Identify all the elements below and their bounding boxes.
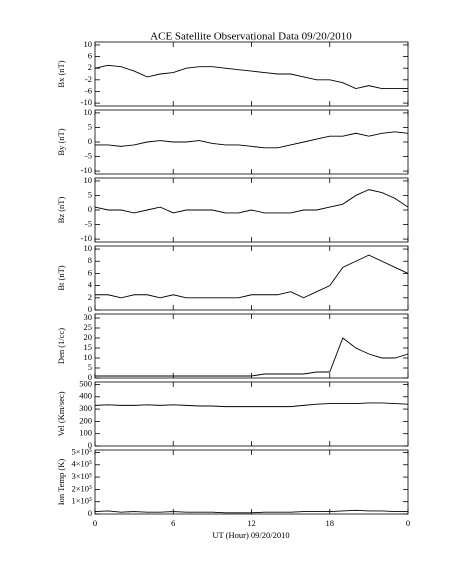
y-tick-label: 2×10⁵ (71, 483, 92, 493)
y-tick-label: 400 (79, 391, 92, 401)
y-tick-label: -6 (85, 85, 92, 95)
data-line (94, 189, 409, 214)
y-tick-label: 0 (88, 372, 92, 382)
y-tick-label: -10 (81, 233, 92, 243)
data-line (94, 402, 409, 408)
y-tick-label: 0 (88, 204, 92, 214)
panel-frame (94, 313, 409, 379)
y-tick-label: 2 (88, 62, 92, 72)
panel-frame (94, 41, 409, 107)
y-axis-label: Bz (nT) (56, 196, 66, 223)
data-line (95, 254, 409, 299)
y-tick-label: 200 (79, 415, 92, 425)
y-tick-label: 4 (88, 280, 93, 290)
y-tick-label: 30 (84, 312, 93, 322)
y-tick-label: 2 (88, 292, 92, 302)
y-tick-label: 10 (84, 39, 93, 49)
y-tick-label: 10 (84, 352, 93, 362)
y-tick-label: 500 (79, 378, 92, 388)
x-tick-label: 0 (93, 518, 97, 528)
y-tick-label: 100 (79, 428, 92, 438)
y-tick-label: 1×10⁵ (71, 496, 92, 506)
data-line (94, 509, 408, 514)
x-axis-label: UT (Hour) 09/20/2010 (212, 530, 289, 540)
y-tick-label: 6 (88, 267, 92, 277)
y-tick-label: 0 (88, 304, 92, 314)
y-tick-label: -5 (85, 218, 92, 228)
x-tick-label: 6 (171, 518, 175, 528)
y-tick-label: -10 (81, 165, 92, 175)
x-tick-label: 18 (326, 518, 335, 528)
y-tick-label: 5 (88, 189, 92, 199)
y-tick-label: 3×10⁵ (71, 471, 92, 481)
y-tick-label: -5 (85, 150, 92, 160)
y-tick-label: 6 (88, 50, 92, 60)
y-tick-label: 10 (84, 107, 93, 117)
y-tick-label: 15 (84, 342, 93, 352)
y-axis-label: Den (1/cc) (56, 328, 66, 364)
y-axis-label: Bx (nT) (56, 60, 66, 87)
y-tick-label: 20 (84, 332, 93, 342)
y-tick-label: 5 (88, 362, 92, 372)
y-tick-label: 300 (79, 403, 92, 413)
y-tick-label: 4×10⁵ (71, 459, 92, 469)
y-tick-label: 5 (88, 121, 92, 131)
y-tick-label: 0 (88, 440, 92, 450)
x-tick-label: 12 (247, 518, 256, 528)
y-tick-label: 10 (84, 243, 93, 253)
panel-frame (94, 449, 409, 515)
y-tick-label: -2 (85, 74, 92, 84)
y-tick-label: 0 (88, 136, 92, 146)
x-tick-label: 0 (406, 518, 410, 528)
data-line (94, 64, 408, 90)
y-tick-label: 10 (84, 175, 93, 185)
data-line (95, 131, 409, 149)
y-axis-label: Vel (Km/sec) (56, 391, 66, 436)
y-tick-label: 25 (84, 322, 93, 332)
panel-frame (94, 109, 409, 175)
y-axis-label: Ion Temp (K) (56, 459, 66, 506)
y-tick-label: 0 (88, 508, 92, 518)
data-line (95, 337, 409, 377)
panel-frame (94, 381, 409, 447)
y-axis-label: Bt (nT) (56, 265, 66, 290)
y-tick-label: -10 (81, 97, 92, 107)
y-axis-label: By (nT) (56, 128, 66, 155)
chart-title: ACE Satellite Observational Data 09/20/2… (150, 31, 352, 43)
y-tick-label: 5×10⁵ (71, 446, 92, 456)
y-tick-label: 8 (88, 255, 92, 265)
panel-frame (94, 245, 409, 311)
